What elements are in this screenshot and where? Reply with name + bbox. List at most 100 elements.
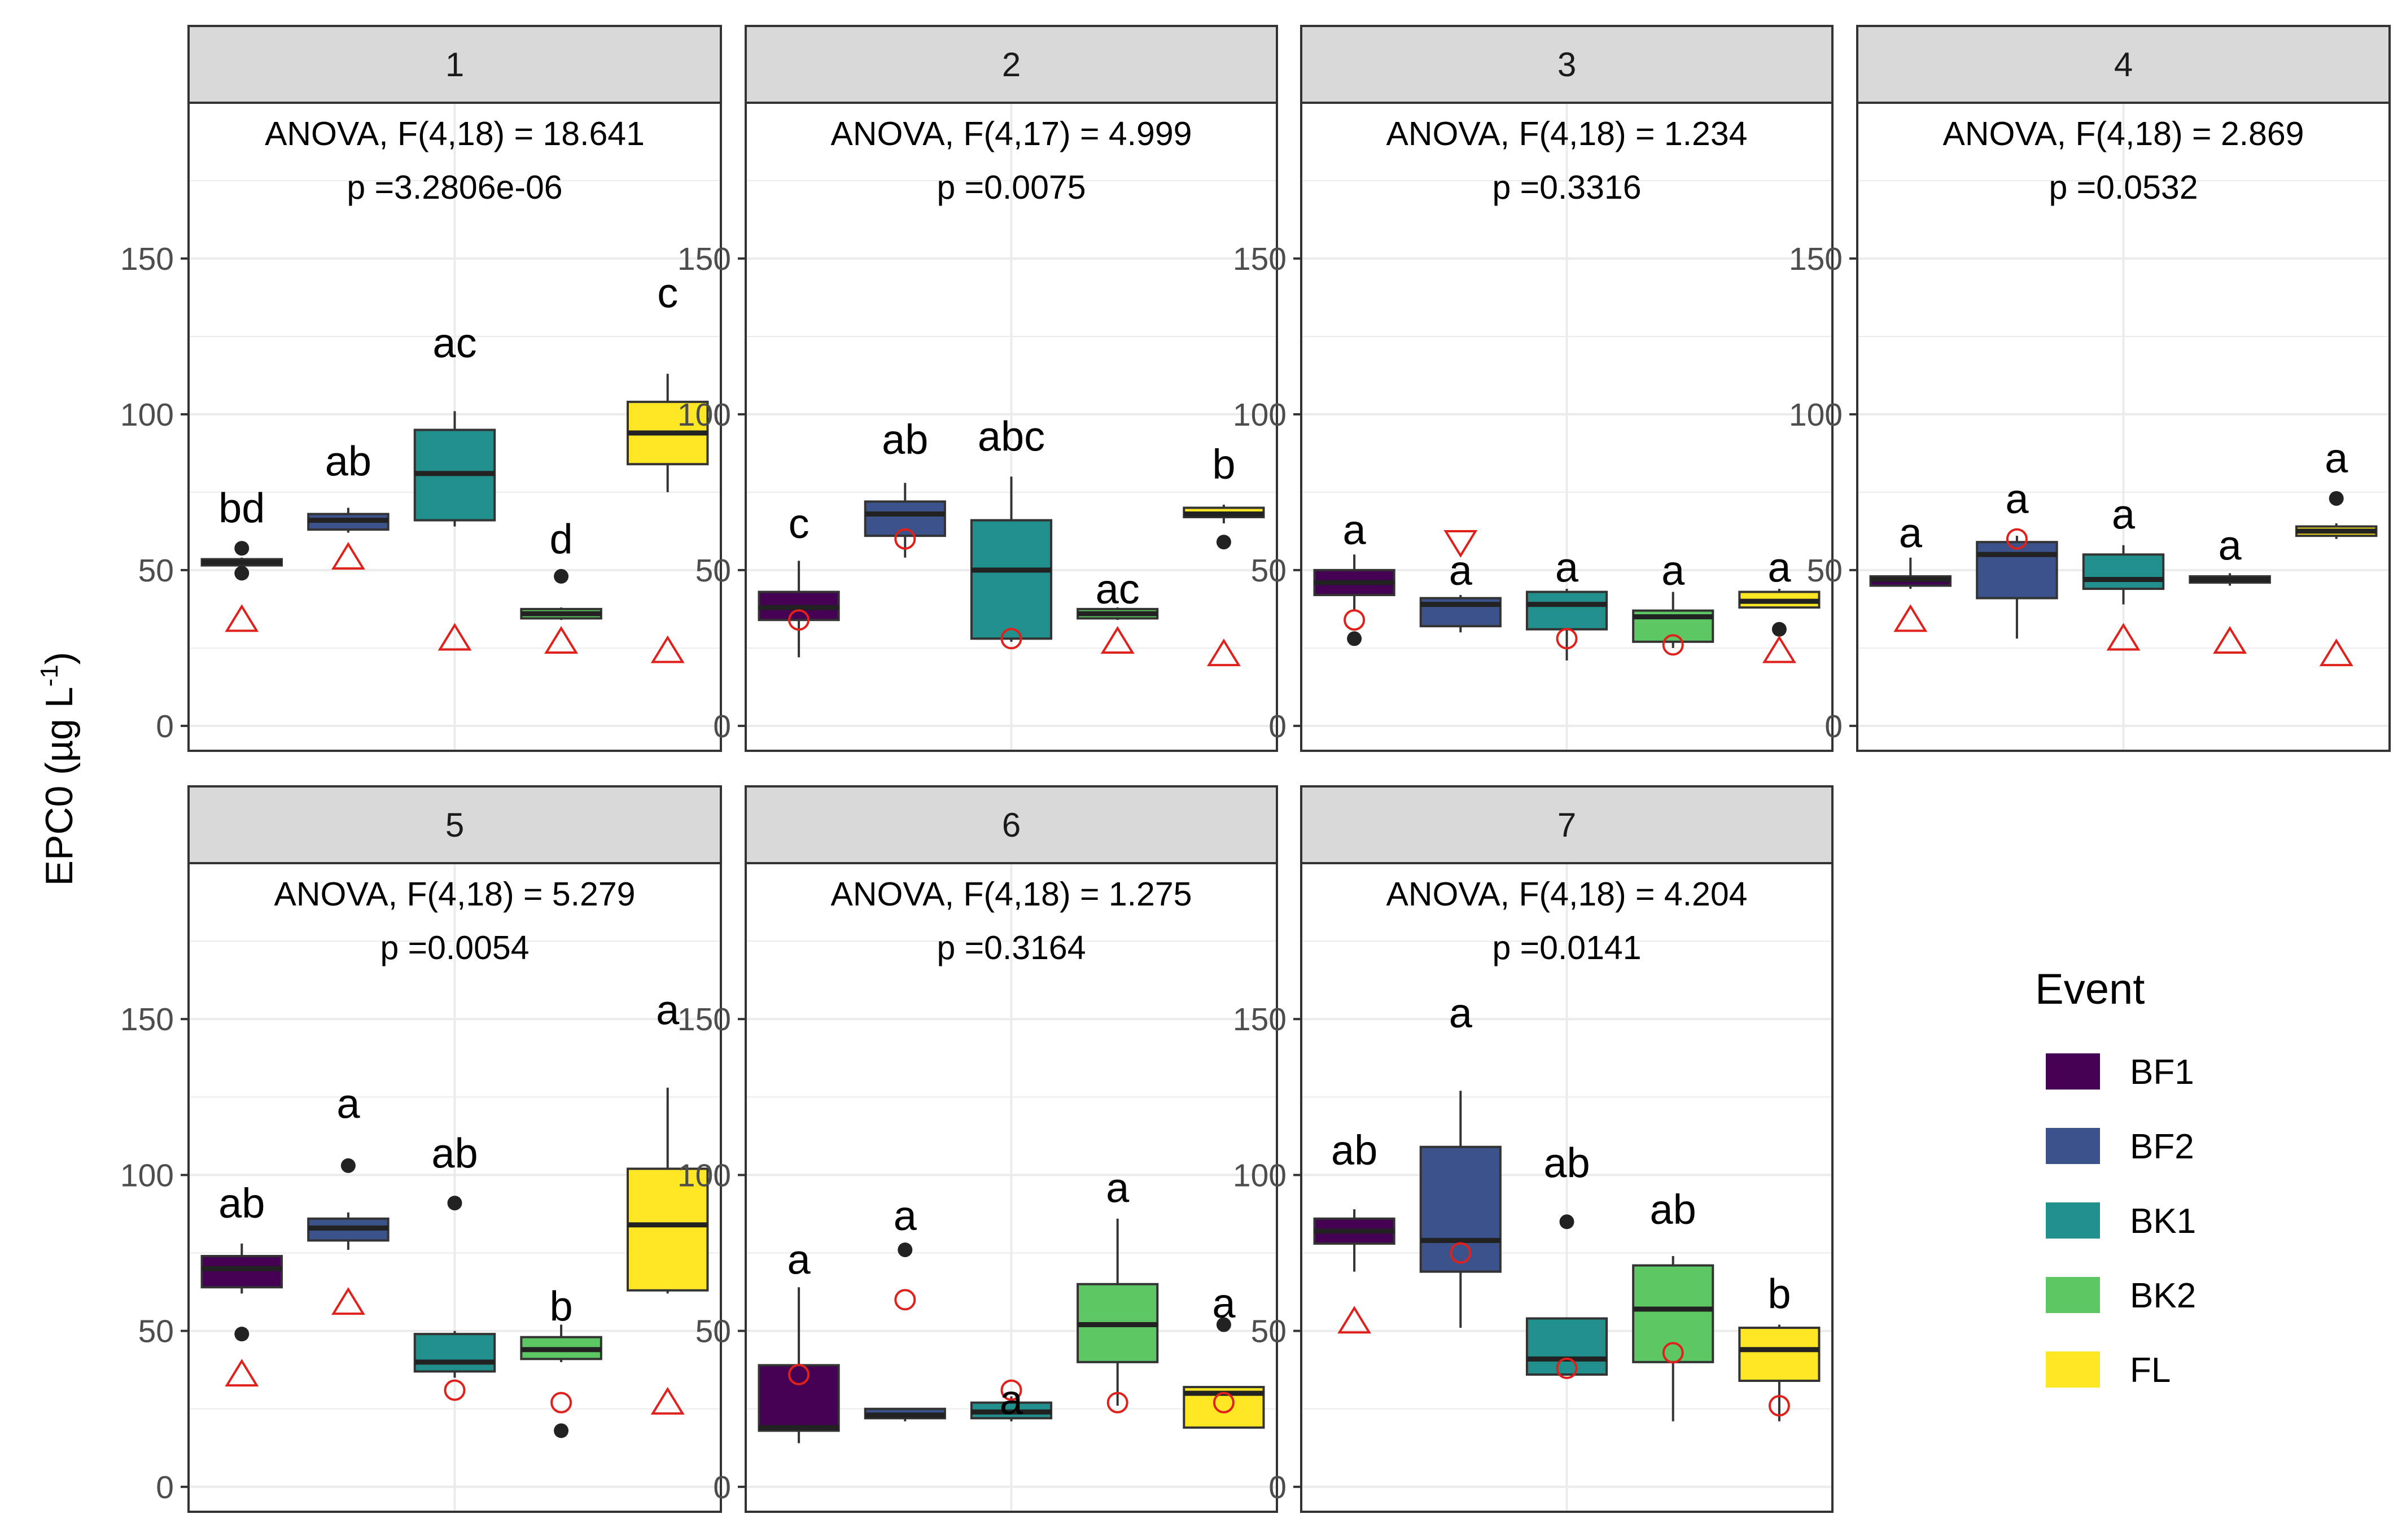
y-tick-label: 50	[695, 553, 731, 589]
significance-letter: a	[336, 1080, 360, 1127]
reference-circle-marker	[1768, 1395, 1790, 1417]
anova-p-value: p =0.0054	[380, 929, 529, 966]
reference-triangle-marker	[1206, 638, 1241, 667]
significance-letter: c	[789, 500, 810, 547]
outlier-point	[234, 541, 250, 556]
y-axis-title: EPC0 (µg L-1)	[36, 652, 81, 886]
box-4-BF1: a	[1869, 510, 1952, 632]
box-1-FL: c	[626, 270, 709, 663]
y-tick-label: 0	[713, 708, 731, 745]
facet-panel-1: bd ab ac d c ANOVA, F(4,18) = 18.641 p =3.2806…	[120, 25, 722, 752]
legend: Event BF1 BF2 BK1 BK2 FL	[2035, 965, 2196, 1390]
significance-letter: a	[1767, 544, 1791, 590]
reference-circle-marker	[1556, 1357, 1578, 1379]
anova-p-value: p =0.0532	[2049, 169, 2198, 206]
facet-strip-label: 4	[2114, 46, 2133, 84]
box-3-BK2: a	[1632, 547, 1714, 656]
box-5-BK2: b	[520, 1283, 602, 1438]
box-1-BK2: d	[520, 516, 602, 654]
reference-circle-marker	[1000, 628, 1022, 650]
y-tick-label: 100	[677, 1157, 731, 1193]
y-tick-label: 50	[1807, 553, 1843, 589]
reference-triangle-marker	[650, 1386, 685, 1415]
box-2-BF1: c	[758, 500, 840, 658]
y-tick-label: 100	[120, 1157, 174, 1193]
box-2-BF2: ab	[864, 416, 946, 558]
reference-circle-marker	[444, 1379, 466, 1401]
reference-circle-marker	[1213, 1392, 1235, 1414]
outlier-point	[1216, 1317, 1231, 1332]
anova-p-value: p =0.3316	[1492, 169, 1641, 206]
outlier-point	[554, 568, 569, 584]
y-tick-label: 0	[713, 1469, 731, 1506]
significance-letter: a	[2219, 522, 2242, 569]
significance-letter: a	[656, 987, 680, 1034]
reference-triangle-marker	[1762, 635, 1796, 663]
facet-strip-label: 5	[445, 806, 464, 844]
reference-triangle-marker	[2213, 625, 2247, 654]
significance-letter: ab	[325, 438, 371, 485]
reference-circle-marker	[1344, 609, 1366, 631]
anova-statistic: ANOVA, F(4,18) = 5.279	[274, 876, 635, 913]
legend-label: BF2	[2130, 1127, 2194, 1166]
box-6-BK1: a	[970, 1376, 1053, 1423]
reference-circle-marker	[1450, 1242, 1472, 1264]
facet-strip	[1300, 25, 1834, 104]
box-6-BF2: a	[864, 1192, 946, 1421]
reference-triangle-marker	[2319, 638, 2353, 667]
box-1-BK1: ac	[413, 320, 496, 651]
facet-strip	[187, 25, 722, 104]
reference-triangle-marker	[1893, 604, 1928, 632]
y-axis-label-close: )	[38, 652, 81, 665]
facet-strip-label: 3	[1557, 46, 1576, 84]
legend-label: FL	[2130, 1351, 2171, 1390]
anova-p-value: p =0.3164	[937, 929, 1086, 966]
reference-circle-marker	[894, 1289, 916, 1311]
reference-triangle-marker	[331, 1287, 365, 1315]
box-iqr	[1976, 541, 2058, 600]
significance-letter: a	[1449, 547, 1473, 594]
reference-triangle-marker	[544, 625, 579, 654]
reference-triangle-marker	[331, 541, 365, 570]
outlier-point	[234, 566, 250, 581]
box-6-BK2: a	[1077, 1165, 1159, 1414]
anova-statistic: ANOVA, F(4,18) = 4.204	[1386, 876, 1747, 913]
significance-letter: bd	[218, 485, 265, 532]
facet-strip	[745, 25, 1278, 104]
y-axis-label-main: EPC0 (	[38, 762, 81, 886]
significance-letter: a	[1000, 1376, 1023, 1423]
outlier-point	[1559, 1214, 1574, 1230]
significance-letter: a	[2112, 491, 2136, 538]
box-iqr	[2082, 553, 2165, 590]
legend-swatch	[2045, 1350, 2101, 1389]
box-7-BK1: ab	[1525, 1139, 1608, 1379]
box-7-BF1: ab	[1313, 1127, 1395, 1334]
outlier-point	[1216, 535, 1231, 550]
box-4-FL: a	[2295, 435, 2378, 667]
reference-circle-marker	[1662, 634, 1684, 656]
reference-circle-marker	[1662, 1342, 1684, 1364]
legend-item-bk1: BK1	[2045, 1201, 2196, 1241]
box-7-FL: b	[1738, 1270, 1821, 1421]
box-1-BF2: ab	[307, 438, 390, 570]
box-iqr	[1525, 590, 1608, 631]
facet-strip-label: 2	[1002, 46, 1021, 84]
box-7-BF2: a	[1419, 990, 1502, 1328]
legend-item-bf1: BF1	[2045, 1052, 2194, 1092]
y-tick-label: 150	[120, 241, 174, 277]
anova-p-value: p =0.0141	[1492, 929, 1641, 966]
box-5-BF2: a	[307, 1080, 390, 1315]
reference-triangle-marker	[2106, 623, 2141, 651]
outlier-point	[340, 1158, 356, 1173]
significance-letter: ab	[882, 416, 928, 463]
significance-letter: a	[1343, 506, 1367, 553]
y-tick-label: 50	[695, 1314, 731, 1350]
box-iqr	[1632, 1264, 1714, 1363]
reference-circle-marker	[788, 1363, 810, 1385]
y-tick-label: 50	[138, 553, 174, 589]
box-6-FL: a	[1183, 1280, 1265, 1429]
box-2-FL: b	[1183, 441, 1265, 667]
anova-statistic: ANOVA, F(4,18) = 18.641	[265, 115, 645, 152]
anova-statistic: ANOVA, F(4,18) = 1.234	[1386, 115, 1747, 152]
